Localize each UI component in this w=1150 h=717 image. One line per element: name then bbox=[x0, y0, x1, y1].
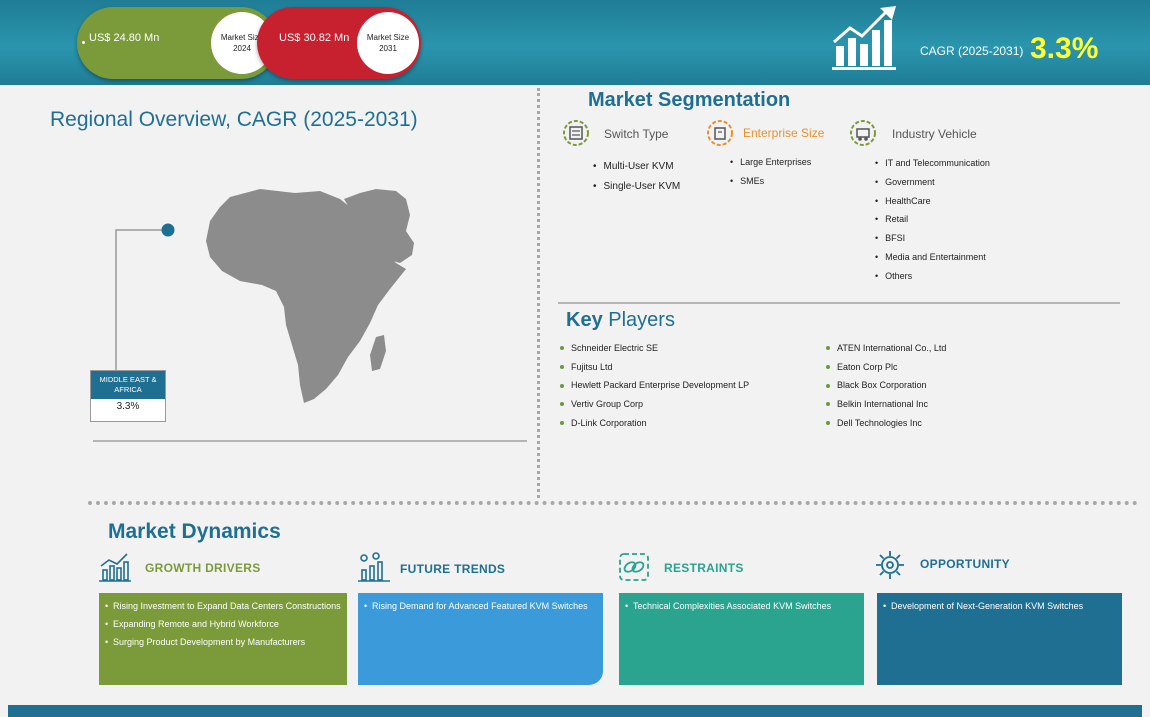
region-name: MIDDLE EAST & AFRICA bbox=[91, 371, 165, 399]
player-bullet bbox=[560, 384, 564, 388]
growth-drivers-card: Rising Investment to Expand Data Centers… bbox=[99, 593, 347, 685]
future-trends-card: Rising Demand for Advanced Featured KVM … bbox=[358, 593, 603, 685]
regional-overview-title: Regional Overview, CAGR (2025-2031) bbox=[50, 108, 418, 131]
market-size-2024-value: US$ 24.80 Mn bbox=[89, 32, 160, 44]
player-item: D-Link Corporation bbox=[571, 418, 647, 428]
market-size-2024-pill: US$ 24.80 Mn Market Size 2024 bbox=[77, 7, 277, 79]
segment-item: Government bbox=[875, 177, 935, 187]
player-item: Hewlett Packard Enterprise Development L… bbox=[571, 380, 750, 390]
enterprise-size-icon bbox=[707, 120, 733, 146]
player-bullet bbox=[826, 365, 830, 369]
segment-heading-switch-type: Switch Type bbox=[604, 127, 669, 141]
horizontal-divider bbox=[88, 501, 1138, 505]
section-divider bbox=[93, 440, 527, 442]
bullet-dot bbox=[82, 41, 85, 44]
cagr-label: CAGR (2025-2031) bbox=[920, 44, 1024, 58]
segment-heading-industry-vehicle: Industry Vehicle bbox=[892, 127, 977, 141]
segment-item: Single-User KVM bbox=[593, 181, 681, 192]
player-item: Fujitsu Ltd bbox=[571, 362, 613, 372]
region-callout-line bbox=[115, 223, 175, 372]
future-trends-heading: FUTURE TRENDS bbox=[400, 562, 506, 576]
player-item: Schneider Electric SE bbox=[571, 343, 659, 353]
growth-chart-icon bbox=[99, 553, 131, 582]
player-item: Dell Technologies Inc bbox=[837, 418, 922, 428]
market-size-2031-value: US$ 30.82 Mn bbox=[279, 32, 350, 44]
bar-growth-arrow-icon bbox=[832, 6, 896, 70]
player-bullet bbox=[560, 365, 564, 369]
trend-item: Rising Demand for Advanced Featured KVM … bbox=[364, 600, 597, 612]
region-cagr: 3.3% bbox=[116, 401, 140, 412]
player-bullet bbox=[560, 402, 564, 406]
driver-item: Rising Investment to Expand Data Centers… bbox=[105, 600, 341, 612]
vertical-divider bbox=[537, 88, 540, 498]
trend-chart-icon bbox=[358, 552, 390, 582]
segment-heading-enterprise-size: Enterprise Size bbox=[743, 126, 825, 140]
restraints-card: Technical Complexities Associated KVM Sw… bbox=[619, 593, 864, 685]
segment-item: Multi-User KVM bbox=[593, 161, 674, 172]
market-size-2031-badge: Market Size 2031 bbox=[357, 12, 419, 74]
market-dynamics-title: Market Dynamics bbox=[108, 520, 281, 543]
growth-drivers-heading: GROWTH DRIVERS bbox=[145, 561, 261, 575]
cagr-value: 3.3% bbox=[1030, 32, 1099, 65]
badge-label: Market Size bbox=[366, 33, 410, 42]
player-bullet bbox=[826, 384, 830, 388]
region-card: MIDDLE EAST & AFRICA 3.3% bbox=[90, 370, 166, 422]
player-item: Belkin International Inc bbox=[837, 399, 929, 409]
segmentation-title: Market Segmentation bbox=[588, 89, 791, 111]
segment-item: Retail bbox=[875, 214, 908, 224]
key-players-title: Key Players bbox=[566, 309, 675, 332]
chain-link-icon bbox=[619, 553, 649, 581]
player-item: Eaton Corp Plc bbox=[837, 362, 898, 372]
badge-label: Market Size bbox=[220, 33, 264, 42]
region-name-line1: MIDDLE EAST & bbox=[99, 375, 157, 384]
restraints-heading: RESTRAINTS bbox=[664, 561, 744, 575]
badge-year: 2024 bbox=[233, 44, 251, 53]
opportunity-card: Development of Next-Generation KVM Switc… bbox=[877, 593, 1122, 685]
key-players-title-rest: Players bbox=[602, 309, 675, 331]
player-item: ATEN International Co., Ltd bbox=[837, 343, 947, 353]
driver-item: Expanding Remote and Hybrid Workforce bbox=[105, 618, 341, 630]
segment-item: Media and Entertainment bbox=[875, 252, 986, 262]
opportunity-item: Development of Next-Generation KVM Switc… bbox=[883, 600, 1116, 612]
key-players-title-bold: Key bbox=[566, 309, 603, 331]
gear-target-icon bbox=[876, 551, 904, 579]
opportunity-heading: OPPORTUNITY bbox=[920, 557, 1010, 571]
driver-item: Surging Product Development by Manufactu… bbox=[105, 636, 341, 648]
section-divider bbox=[558, 302, 1120, 304]
footer-bar bbox=[8, 705, 1142, 717]
segment-item: Large Enterprises bbox=[730, 157, 811, 167]
segment-item: BFSI bbox=[875, 233, 905, 243]
restraint-item: Technical Complexities Associated KVM Sw… bbox=[625, 600, 858, 612]
segment-item: HealthCare bbox=[875, 196, 931, 206]
segment-item: SMEs bbox=[730, 176, 764, 186]
badge-year: 2031 bbox=[379, 44, 397, 53]
segment-item: IT and Telecommunication bbox=[875, 158, 990, 168]
player-bullet bbox=[560, 421, 564, 425]
market-size-2031-pill: US$ 30.82 Mn Market Size 2031 bbox=[257, 7, 421, 79]
africa-middle-east-map bbox=[206, 189, 414, 403]
player-bullet bbox=[826, 402, 830, 406]
switch-type-icon bbox=[563, 120, 589, 146]
player-bullet bbox=[826, 346, 830, 350]
segment-item: Others bbox=[875, 271, 912, 281]
region-name-line2: AFRICA bbox=[114, 385, 142, 394]
industry-vehicle-icon bbox=[850, 120, 876, 146]
player-item: Vertiv Group Corp bbox=[571, 399, 644, 409]
player-bullet bbox=[560, 346, 564, 350]
player-item: Black Box Corporation bbox=[837, 380, 927, 390]
player-bullet bbox=[826, 421, 830, 425]
